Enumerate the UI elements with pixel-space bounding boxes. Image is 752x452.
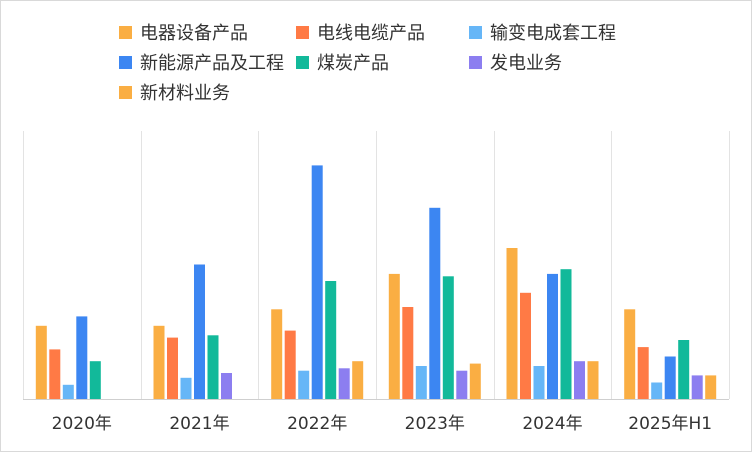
bar (429, 207, 441, 399)
bar (402, 307, 414, 399)
legend-label: 煤炭产品 (317, 53, 389, 74)
bar (547, 273, 558, 399)
bar (456, 370, 468, 399)
legend-item-power-transmission: 输变电成套工程 (469, 21, 616, 44)
legend-swatch (296, 25, 309, 39)
bar (560, 269, 572, 399)
bar (325, 281, 337, 399)
bar (587, 361, 599, 399)
bar (180, 377, 192, 399)
legend-item-power-generation: 发电业务 (469, 51, 562, 74)
legend-item-coal: 煤炭产品 (296, 51, 389, 74)
bar (469, 363, 481, 399)
legend-label: 发电业务 (490, 53, 562, 74)
legend-swatch (469, 55, 482, 69)
bar (442, 276, 454, 399)
legend-label: 电线电缆产品 (317, 23, 425, 44)
legend-item-electrical-equipment: 电器设备产品 (119, 21, 248, 44)
x-tick-label: 2021年 (169, 414, 229, 434)
bar (388, 273, 400, 399)
x-tick-label: 2020年 (52, 414, 112, 434)
bar (352, 361, 364, 399)
legend-swatch (119, 55, 132, 69)
x-tick-label: 2022年 (287, 414, 347, 434)
bar (89, 361, 101, 399)
bar (338, 368, 350, 399)
bar (167, 337, 178, 399)
bar (664, 356, 676, 399)
x-tick-label: 2025年H1 (628, 414, 712, 434)
bar (153, 325, 165, 399)
legend-item-new-energy: 新能源产品及工程 (119, 51, 284, 74)
legend-item-wire-cable: 电线电缆产品 (296, 21, 425, 44)
bar (311, 165, 323, 399)
bar (62, 384, 74, 399)
bar (624, 309, 636, 399)
legend-label: 新材料业务 (140, 83, 230, 104)
legend-label: 新能源产品及工程 (140, 53, 284, 74)
legend-swatch (469, 25, 482, 39)
legend-label: 输变电成套工程 (490, 23, 616, 44)
bar (651, 382, 663, 399)
legend-label: 电器设备产品 (140, 23, 248, 44)
bar (520, 292, 531, 399)
legend-swatch (296, 55, 309, 69)
bar (207, 335, 219, 399)
legend-swatch (119, 85, 132, 99)
legend-item-new-materials: 新材料业务 (119, 81, 230, 104)
bar (415, 366, 427, 399)
x-tick-label: 2023年 (405, 414, 465, 434)
x-tick-label: 2024年 (522, 414, 582, 434)
bar (691, 375, 703, 399)
bar (533, 366, 545, 399)
legend-swatch (119, 25, 132, 39)
bar (49, 349, 61, 399)
bar (194, 264, 205, 399)
bar (76, 316, 88, 399)
chart-legend: 电器设备产品 电线电缆产品 输变电成套工程 新能源产品及工程 煤炭产品 发电业务… (1, 1, 751, 121)
bar (574, 361, 585, 399)
bar (506, 248, 518, 399)
bar (221, 373, 232, 399)
bar (284, 330, 296, 399)
bar (35, 325, 47, 399)
bar (678, 340, 690, 399)
bar (298, 370, 310, 399)
bar (271, 309, 283, 399)
bar (705, 375, 717, 399)
bar (637, 347, 649, 399)
